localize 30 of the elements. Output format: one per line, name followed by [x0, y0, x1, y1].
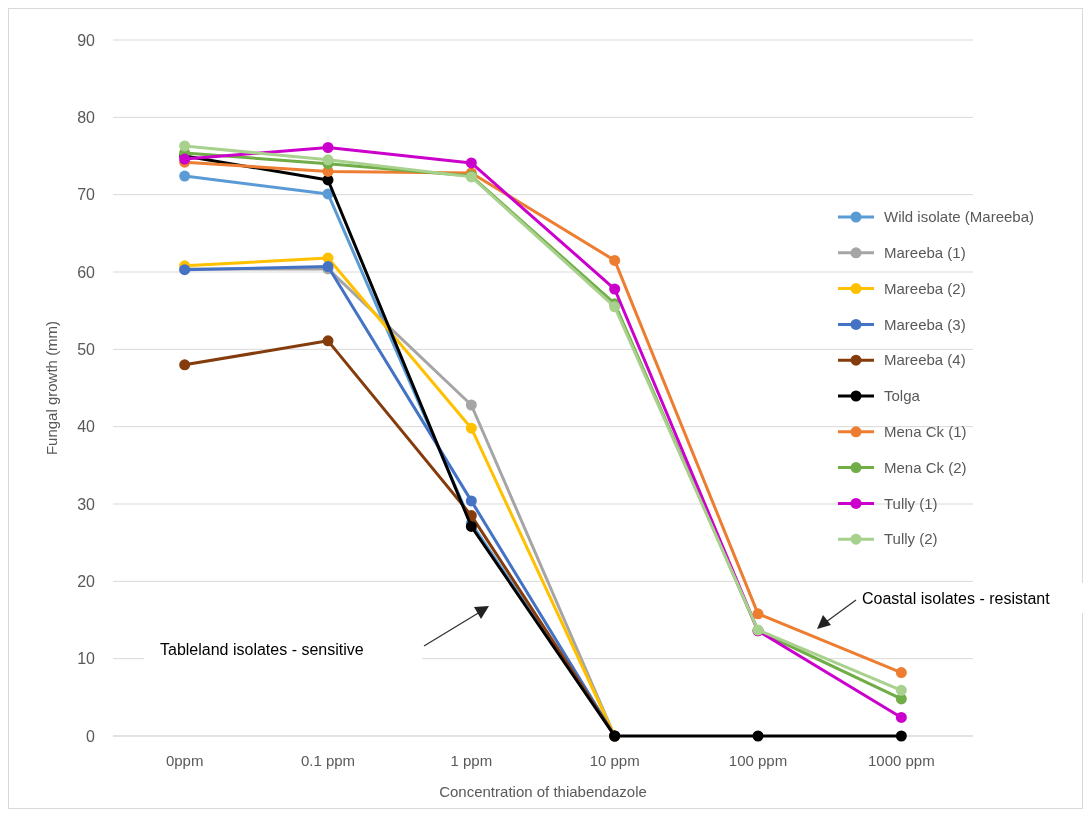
legend-label: Mareeba (3): [884, 315, 966, 333]
legend-label: Mareeba (4): [884, 351, 966, 369]
legend-label: Mareeba (1): [884, 244, 966, 262]
y-tick-label: 40: [77, 418, 96, 436]
x-tick-label: 100 ppm: [728, 752, 788, 769]
legend-label: Mena Ck (1): [884, 423, 967, 441]
x-tick-label: 10 ppm: [589, 752, 640, 769]
legend-label: Tully (2): [884, 530, 938, 548]
y-axis-title: Fungal growth (mm): [43, 320, 60, 456]
x-tick-label: 0.1 ppm: [300, 752, 356, 769]
y-tick-label: 50: [77, 340, 96, 358]
x-tick-label: 1 ppm: [450, 752, 493, 769]
y-tick-label: 70: [77, 186, 96, 204]
legend-label: Mareeba (2): [884, 279, 966, 297]
legend-label: Tully (1): [884, 494, 938, 512]
y-tick-label: 10: [77, 650, 96, 668]
y-tick-label: 30: [77, 495, 96, 513]
legend-label: Wild isolate (Mareeba): [884, 208, 1035, 226]
x-axis-title: Concentration of thiabendazole: [439, 783, 647, 800]
x-tick-label: 1000 ppm: [867, 752, 935, 769]
y-tick-label: 0: [86, 727, 96, 745]
annotation: Coastal isolates - resistant: [862, 590, 1051, 607]
y-tick-label: 60: [77, 263, 96, 281]
y-tick-label: 90: [77, 31, 96, 49]
x-tick-label: 0ppm: [165, 752, 204, 769]
y-tick-label: 20: [77, 572, 96, 590]
legend-label: Tolga: [884, 387, 921, 405]
legend-label: Mena Ck (2): [884, 458, 967, 476]
y-tick-label: 80: [77, 108, 96, 126]
annotation: Tableland isolates - sensitive: [160, 641, 364, 658]
